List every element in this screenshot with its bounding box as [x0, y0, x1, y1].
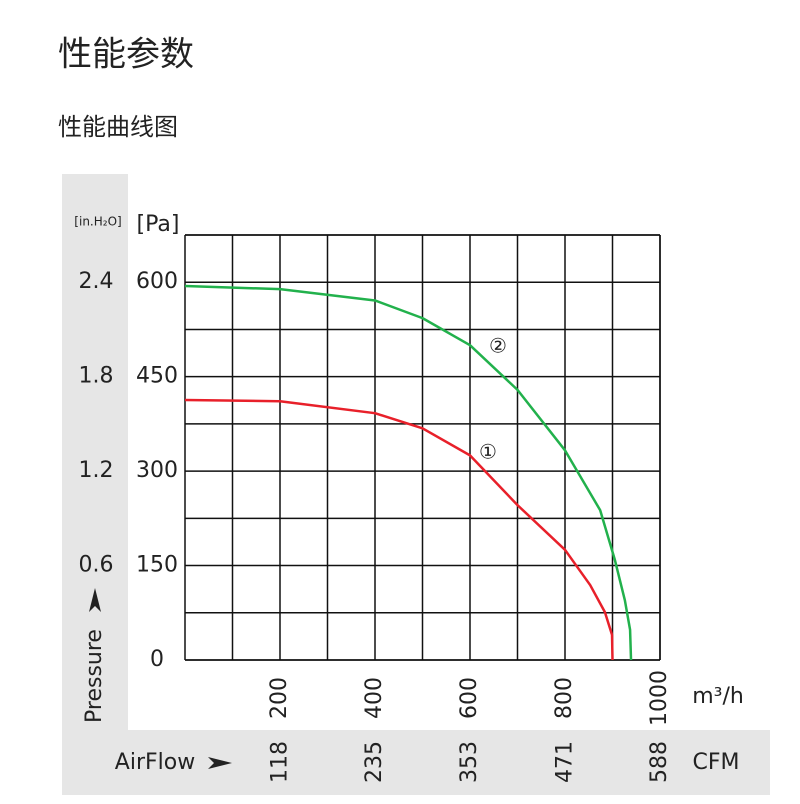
y2-tick-label: 0.6 — [79, 553, 114, 578]
x-axis-label: AirFlow — [115, 750, 195, 775]
y-axis-label: Pressure — [82, 629, 107, 723]
x2-tick-label: 353 — [457, 741, 482, 783]
curve-label: ② — [489, 334, 507, 358]
y-arrow — [89, 588, 101, 612]
curve — [184, 284, 633, 661]
x2-tick-label: 588 — [647, 741, 672, 783]
y-tick-label: 150 — [136, 553, 178, 578]
y-unit: [Pa] — [137, 212, 180, 237]
y-tick-label: 450 — [136, 364, 178, 389]
x2-tick-label: 235 — [362, 741, 387, 783]
y2-tick-label: 2.4 — [79, 269, 114, 294]
x-tick-label: 800 — [552, 677, 577, 719]
y-tick-label: 0 — [150, 647, 164, 672]
curve — [184, 398, 614, 661]
x2-unit: CFM — [693, 750, 740, 775]
x-tick-label: 600 — [457, 677, 482, 719]
x-tick-label: 1000 — [647, 670, 672, 726]
x-arrow — [208, 757, 232, 769]
bottom-panel — [62, 730, 770, 795]
x-tick-label: 400 — [362, 677, 387, 719]
x-tick-label: 200 — [267, 677, 292, 719]
page-subtitle: 性能曲线图 — [58, 113, 178, 141]
left-panel — [62, 174, 128, 730]
x2-tick-label: 471 — [552, 741, 577, 783]
y-tick-label: 600 — [136, 269, 178, 294]
curve-label: ① — [479, 440, 497, 464]
y2-tick-label: 1.8 — [79, 364, 114, 389]
x2-tick-label: 118 — [267, 741, 292, 783]
y-tick-label: 300 — [136, 458, 178, 483]
y2-unit: [in.H₂O] — [74, 215, 121, 229]
y2-tick-label: 1.2 — [79, 458, 114, 483]
x-unit: m³/h — [692, 684, 744, 709]
page-title: 性能参数 — [58, 35, 194, 75]
